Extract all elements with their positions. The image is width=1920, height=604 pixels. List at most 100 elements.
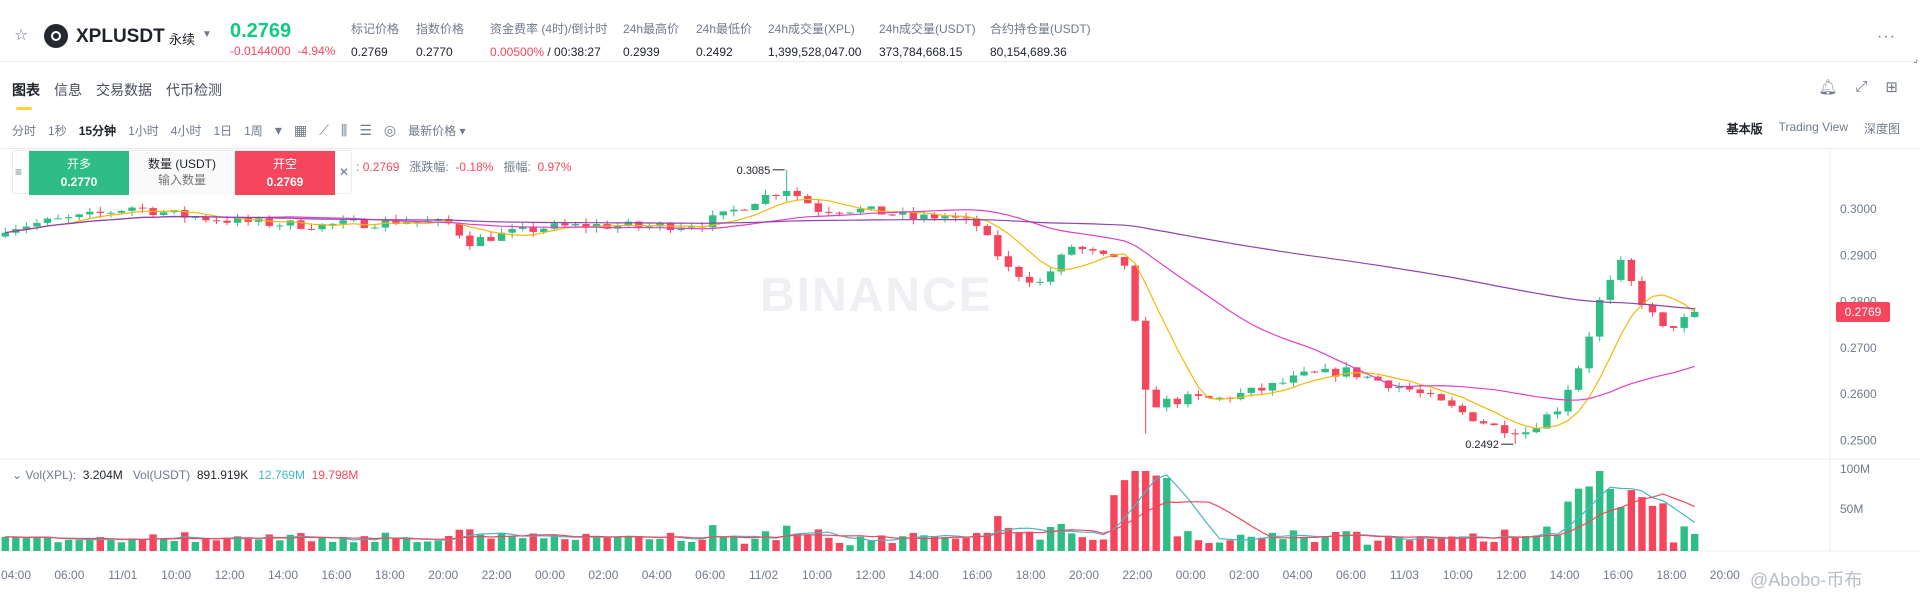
volume-bar	[117, 542, 126, 551]
more-icon[interactable]: ···	[1877, 28, 1896, 45]
view-basic[interactable]: 基本版	[1726, 122, 1763, 136]
open-short-button[interactable]: 开空 0.2769	[235, 151, 335, 195]
bell-icon[interactable]: 🔔︎	[1818, 79, 1838, 96]
time-tick-label: 04:00	[1283, 568, 1313, 582]
interval-15m[interactable]: 15分钟	[78, 123, 117, 138]
interval-timeline[interactable]: 分时	[12, 123, 37, 138]
time-tick-label: 00:00	[1176, 568, 1206, 582]
main-tabs: 图表 信息 交易数据 代币检测	[12, 80, 222, 110]
time-tick-label: 14:00	[909, 568, 939, 582]
volume-bar	[445, 535, 453, 551]
volume-bar	[392, 538, 400, 551]
view-trading-view[interactable]: Trading View	[1778, 120, 1848, 134]
candle-body	[307, 228, 316, 230]
time-tick-label: 18:00	[1016, 568, 1046, 582]
candle-body	[181, 210, 189, 218]
volume-bar	[1004, 527, 1013, 551]
interval-1s[interactable]: 1秒	[48, 123, 67, 138]
time-tick-label: 20:00	[428, 568, 458, 582]
tab-info[interactable]: 信息	[54, 82, 82, 98]
candle-body	[1025, 276, 1034, 283]
chevron-down-icon[interactable]: ▼	[202, 29, 212, 40]
candlestick-chart[interactable]: 0.30000.29000.28000.27000.26000.2500100M…	[0, 149, 1920, 587]
collapse-icon[interactable]: ⌄	[12, 468, 23, 482]
chart-area[interactable]: 0.30000.29000.28000.27000.26000.2500100M…	[0, 148, 1920, 586]
volume-bar	[1163, 477, 1171, 551]
volume-bar	[75, 539, 83, 551]
resize-corner-icon[interactable]: ⌟	[1913, 54, 1918, 65]
calendar-icon[interactable]: ▦	[293, 121, 308, 138]
view-depth[interactable]: 深度图	[1863, 122, 1900, 136]
last-price: 0.2769	[230, 20, 292, 42]
contract-type[interactable]: 永续	[169, 32, 196, 47]
candle-body	[846, 212, 854, 214]
candle-body	[1131, 265, 1139, 321]
candle-body	[1300, 371, 1308, 376]
volume-bar	[550, 534, 559, 551]
volume-bar	[1416, 536, 1424, 551]
time-tick-label: 11/01	[108, 568, 137, 582]
candle-body	[793, 190, 801, 197]
tab-token-check[interactable]: 代币检测	[166, 82, 222, 98]
candle-body	[508, 228, 516, 233]
volume-bar	[1448, 536, 1456, 551]
price-tick-label: 0.3000	[1840, 202, 1877, 216]
volume-bar	[635, 536, 643, 551]
candle-type-icon[interactable]: ⫼	[340, 121, 348, 138]
candle-body	[1057, 254, 1065, 272]
candle-body	[297, 220, 305, 229]
layout-grid-icon[interactable]: ⊞	[1885, 79, 1898, 96]
volume-bar	[455, 529, 464, 551]
volume-bar	[603, 536, 611, 551]
volume-bar	[1469, 533, 1477, 551]
candle-body	[1332, 368, 1340, 377]
tab-chart[interactable]: 图表	[12, 80, 40, 110]
interval-dropdown-icon[interactable]: ▾	[274, 121, 282, 138]
expand-icon[interactable]: ⤢	[1855, 78, 1868, 95]
quantity-input[interactable]	[132, 173, 232, 187]
symbol-title[interactable]: XPLUSDT	[76, 26, 165, 47]
time-tick-label: 18:00	[375, 568, 405, 582]
volume-bar	[1395, 537, 1403, 551]
volume-bar	[730, 537, 738, 551]
tab-trading-data[interactable]: 交易数据	[96, 82, 152, 98]
volume-bar	[138, 538, 147, 551]
candle-body	[1004, 256, 1013, 267]
candle-body	[1215, 397, 1224, 399]
price-type-select[interactable]: 最新价格 ▾	[408, 123, 466, 138]
indicator-icon[interactable]: ⟋	[319, 121, 329, 138]
target-icon[interactable]: ◎	[383, 121, 397, 138]
candle-body	[1194, 394, 1203, 397]
interval-1d[interactable]: 1日	[213, 123, 233, 138]
candle-body	[1490, 423, 1498, 426]
candle-body	[518, 226, 527, 229]
candle-body	[1479, 421, 1488, 424]
candle-body	[191, 216, 200, 218]
time-tick-label: 11/02	[749, 568, 778, 582]
interval-1w[interactable]: 1周	[244, 123, 263, 138]
open-long-button[interactable]: 开多 0.2770	[29, 151, 129, 195]
drag-handle-icon[interactable]: ≡	[15, 165, 23, 179]
candle-body	[730, 209, 738, 212]
settings-icon[interactable]: ☰	[359, 121, 372, 138]
volume-bar	[645, 539, 654, 551]
volume-bar	[1595, 471, 1604, 551]
interval-4h[interactable]: 4小时	[170, 123, 202, 138]
candle-body	[1342, 367, 1350, 377]
close-icon[interactable]: ✕	[338, 165, 349, 179]
chart-toolbar: 分时 1秒 15分钟 1小时 4小时 1日 1周 ▾ ▦ ⟋ ⫼ ☰ ◎ 最新价…	[12, 120, 466, 140]
volume-bar	[1659, 503, 1667, 551]
candle-body	[1046, 271, 1055, 282]
volume-bar	[54, 542, 62, 551]
candle-body	[1395, 386, 1403, 389]
price-change: -0.0144000 -4.94%	[230, 44, 336, 58]
volume-bar	[1332, 531, 1340, 551]
price-tick-label: 0.2700	[1840, 341, 1877, 355]
volume-bar	[1099, 539, 1108, 551]
candle-body	[1036, 281, 1044, 283]
volume-bar	[1247, 536, 1255, 551]
interval-1h[interactable]: 1小时	[128, 123, 159, 138]
ma-fast-line	[5, 198, 1696, 429]
favorite-star-icon[interactable]: ☆	[14, 27, 29, 44]
time-tick-label: 14:00	[1550, 568, 1580, 582]
